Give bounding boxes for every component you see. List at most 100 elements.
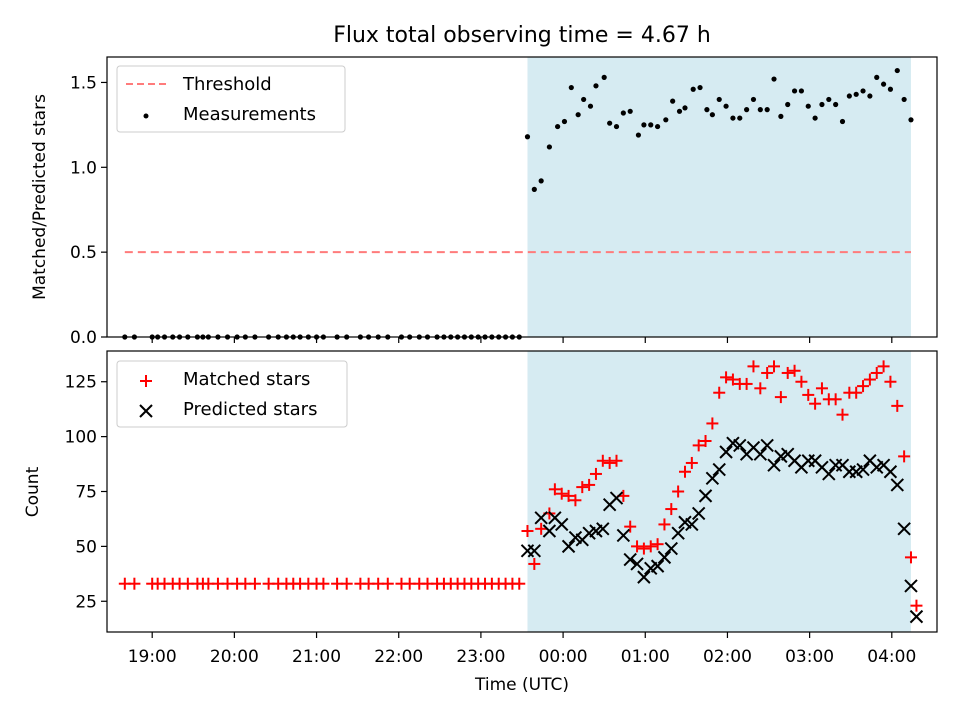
legend-matched-label: Matched stars: [183, 369, 310, 390]
matched-star-point: [603, 456, 616, 469]
measurement-point: [607, 120, 613, 126]
measurement-point: [833, 101, 839, 108]
count-x-axis: 19:00 20:00 21:00 22:00 23:00 00:00 01:00 02:00…: [128, 632, 916, 667]
measurement-point: [613, 123, 620, 130]
measurement-point: [839, 118, 846, 125]
matched-star-point: [761, 366, 774, 379]
measurement-point: [546, 144, 552, 150]
matched-star-point: [589, 467, 602, 480]
x-tick-label: 01:00: [621, 647, 670, 667]
measurement-point: [531, 186, 537, 192]
measurement-point: [587, 103, 594, 109]
predicted-star-point: [904, 579, 918, 593]
legend-measurements-label: Measurements: [183, 104, 316, 125]
predicted-star-point: [609, 491, 624, 505]
x-tick-label: 23:00: [456, 647, 505, 667]
measurement-point: [648, 122, 654, 128]
measurement-point: [524, 134, 531, 140]
matched-star-point: [644, 540, 657, 553]
matched-star-point: [802, 388, 815, 401]
count-panel: 25 50 75 100 125 19:00 20:00 21:00 22:00 23:00 00…: [23, 350, 938, 695]
measurement-point: [716, 96, 722, 103]
measurement-point: [561, 118, 568, 125]
ratio-plot-frame: [106, 56, 938, 338]
predicted-star-point: [705, 471, 720, 486]
matched-star-point: [809, 397, 822, 410]
measurement-point: [744, 107, 750, 113]
predicted-star-point: [767, 458, 781, 472]
ratio-legend-box: [116, 65, 346, 133]
measurement-point: [575, 112, 581, 118]
matched-star-point: [637, 542, 650, 555]
legend-predicted-swatch: [139, 404, 153, 418]
chart-title: Flux total observing time = 4.67 h: [333, 23, 711, 48]
measurement-point: [663, 117, 669, 123]
matched-star-point: [788, 364, 801, 377]
predicted-star-point: [760, 438, 774, 453]
legend-threshold-label: Threshold: [182, 74, 272, 95]
y-tick-label: 1.0: [70, 158, 97, 178]
predicted-star-point: [691, 506, 706, 521]
measurement-point: [538, 178, 544, 184]
matched-star-point: [754, 382, 767, 395]
matched-star-point: [884, 375, 897, 388]
measurement-point: [601, 74, 607, 80]
predicted-star-point: [561, 539, 576, 554]
matched-star-point: [699, 435, 712, 448]
matched-star-point: [317, 577, 330, 590]
matched-star-point: [713, 386, 726, 399]
matched-star-point: [768, 360, 781, 373]
matched-star-point: [898, 450, 911, 463]
y-tick-label: 75: [75, 483, 97, 503]
ratio-legend: Threshold Measurements: [116, 65, 346, 133]
measurement-point: [826, 96, 832, 103]
matched-star-point: [248, 577, 261, 590]
matched-star-point: [891, 399, 904, 412]
measurement-point: [568, 84, 574, 91]
measurement-point: [709, 112, 715, 118]
measurement-point: [676, 108, 683, 114]
predicted-star-point: [698, 489, 713, 503]
matched-star-point: [631, 540, 644, 553]
predicted-star-point: [685, 517, 699, 532]
measurement-point: [771, 76, 777, 82]
y-tick-label: 25: [75, 592, 97, 612]
predicted-star-point: [733, 438, 747, 453]
x-tick-label: 04:00: [867, 647, 916, 667]
predicted-star-point: [890, 478, 904, 492]
measurement-point: [894, 67, 900, 74]
x-axis-label: Time (UTC): [474, 675, 569, 695]
measurement-point: [682, 105, 688, 111]
measurement-point: [887, 86, 894, 92]
matched-star-point: [706, 417, 719, 430]
measurement-point: [627, 108, 633, 114]
matched-star-point: [381, 577, 394, 590]
y-tick-label: 1.5: [70, 73, 97, 93]
measurement-point: [723, 103, 729, 109]
x-tick-label: 03:00: [785, 647, 834, 667]
matched-star-point: [857, 380, 870, 393]
predicted-star-point: [623, 552, 637, 567]
measurement-point: [750, 96, 757, 103]
matched-star-point: [910, 599, 923, 612]
matched-star-point: [658, 518, 671, 531]
matched-star-point: [569, 494, 582, 507]
measurement-point: [641, 122, 647, 128]
matched-star-point: [720, 371, 733, 384]
x-tick-label: 02:00: [703, 647, 752, 667]
measurement-point: [812, 115, 818, 121]
matched-star-point: [624, 520, 637, 533]
predicted-star-point: [856, 462, 870, 477]
measurement-point: [620, 110, 626, 116]
measurement-point: [867, 93, 873, 99]
matched-star-point: [665, 503, 678, 516]
measurement-point: [757, 107, 763, 113]
measurement-point: [798, 88, 805, 94]
measurement-point: [880, 81, 887, 87]
measurement-point: [581, 96, 587, 103]
measurement-point: [555, 123, 561, 130]
y-tick-label: 125: [65, 373, 97, 393]
matched-star-point: [583, 478, 596, 491]
measurement-point: [778, 113, 784, 119]
